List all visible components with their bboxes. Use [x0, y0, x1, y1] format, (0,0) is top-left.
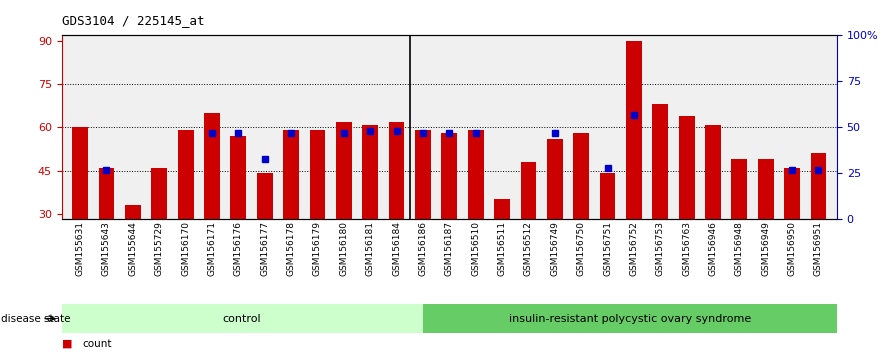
Bar: [652, 104, 668, 300]
Bar: [600, 173, 616, 300]
Bar: [758, 159, 774, 300]
Text: ■: ■: [62, 339, 72, 349]
Bar: [547, 139, 563, 300]
Bar: [178, 130, 194, 300]
Bar: [521, 162, 537, 300]
Bar: [494, 199, 510, 300]
Text: disease state: disease state: [1, 314, 70, 324]
Bar: [256, 173, 272, 300]
Bar: [336, 122, 352, 300]
Text: GDS3104 / 225145_at: GDS3104 / 225145_at: [62, 14, 204, 27]
Text: control: control: [223, 314, 262, 324]
Bar: [362, 125, 378, 300]
Bar: [705, 125, 721, 300]
Bar: [731, 159, 747, 300]
Bar: [152, 168, 167, 300]
Bar: [389, 122, 404, 300]
Bar: [72, 127, 88, 300]
Bar: [678, 116, 694, 300]
Bar: [204, 113, 220, 300]
Bar: [574, 133, 589, 300]
Text: insulin-resistant polycystic ovary syndrome: insulin-resistant polycystic ovary syndr…: [508, 314, 751, 324]
Bar: [468, 130, 484, 300]
Bar: [626, 41, 642, 300]
Text: count: count: [82, 339, 111, 349]
Bar: [811, 153, 826, 300]
Bar: [309, 130, 325, 300]
Bar: [125, 205, 141, 300]
Bar: [784, 168, 800, 300]
Bar: [231, 136, 247, 300]
Bar: [99, 168, 115, 300]
Bar: [415, 130, 431, 300]
Bar: [441, 133, 457, 300]
Bar: [283, 130, 299, 300]
